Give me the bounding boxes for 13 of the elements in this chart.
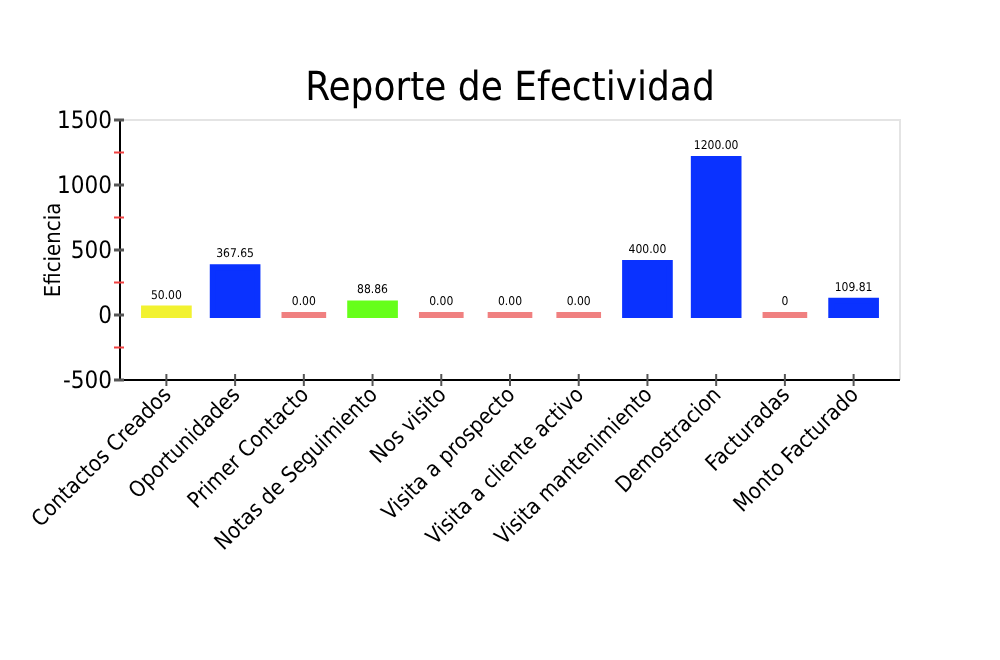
- y-tick-label: 1500: [57, 106, 113, 135]
- bar: [141, 305, 192, 318]
- bar: [690, 156, 742, 318]
- y-tick-label: 1000: [57, 171, 113, 200]
- chart-title: Reporte de Efectividad: [305, 62, 715, 110]
- y-tick-label: 500: [70, 236, 113, 265]
- y-tick-label: -500: [63, 366, 113, 395]
- bar: [347, 300, 398, 318]
- y-tick-label: 0: [98, 301, 113, 330]
- bar: [622, 260, 673, 318]
- y-axis-title: Eficiencia: [40, 202, 66, 298]
- bar: [828, 297, 879, 318]
- bar: [209, 264, 261, 318]
